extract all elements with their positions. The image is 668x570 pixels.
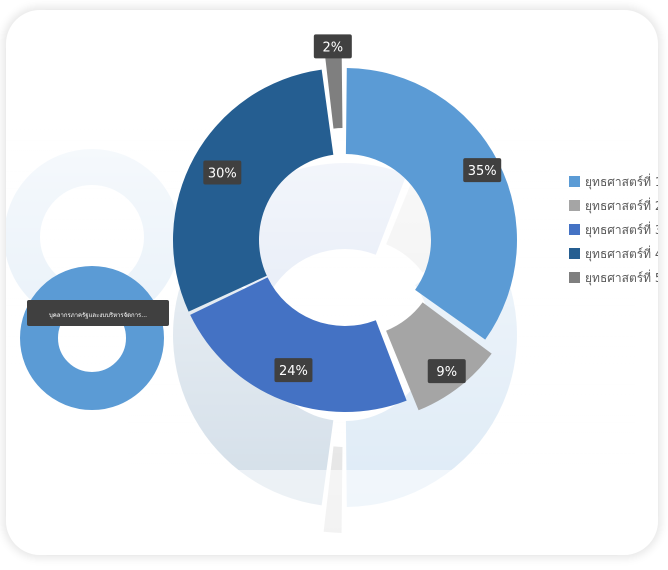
legend-label: ยุทธศาสตร์ที่ 5 xyxy=(585,269,658,286)
data-label-text: 24% xyxy=(279,364,308,379)
data-label-text: 30% xyxy=(208,167,237,182)
tooltip-text: บุคลากรภาครัฐและงบบริหารจัดการ... xyxy=(49,312,147,319)
legend-swatch xyxy=(569,248,580,259)
donut-slice-2[interactable] xyxy=(386,302,492,411)
data-label-box xyxy=(313,34,352,59)
legend-swatch xyxy=(569,176,580,187)
data-label-text: 2% xyxy=(323,40,344,55)
legend-label: ยุทธศาสตร์ที่ 1 xyxy=(585,173,658,190)
legend-label: ยุทธศาสตร์ที่ 3 xyxy=(585,221,658,238)
data-label-text: 35% xyxy=(468,164,497,179)
data-label-text: 9% xyxy=(436,365,457,380)
donut-slice-4[interactable] xyxy=(172,69,334,312)
chart-canvas: 35% 9% 24% 30% 2% ยุทธศาสตร์ที่ 1 ยุทธศาสตร์ที… xyxy=(6,10,658,555)
legend-item-5[interactable]: ยุทธศาสตร์ที่ 5 xyxy=(569,269,658,286)
data-label-4: 30% xyxy=(203,160,242,185)
data-label-5: 2% xyxy=(313,34,352,59)
chart-card: 35% 9% 24% 30% 2% ยุทธศาสตร์ที่ 1 ยุทธศาสตร์ที… xyxy=(6,10,658,555)
legend-item-2[interactable]: ยุทธศาสตร์ที่ 2 xyxy=(569,197,658,214)
data-label-2: 9% xyxy=(427,359,466,384)
tooltip-box xyxy=(27,300,169,326)
legend-label: ยุทธศาสตร์ที่ 2 xyxy=(585,197,658,214)
data-label-box xyxy=(427,359,466,384)
data-label-box xyxy=(274,358,313,383)
legend-item-3[interactable]: ยุทธศาสตร์ที่ 3 xyxy=(569,221,658,238)
legend-swatch xyxy=(569,272,580,283)
mini-donut-tooltip: บุคลากรภาครัฐและงบบริหารจัดการ... xyxy=(27,300,169,326)
legend-item-1[interactable]: ยุทธศาสตร์ที่ 1 xyxy=(569,173,658,190)
data-label-3: 24% xyxy=(274,358,313,383)
donut-slice-5[interactable] xyxy=(323,42,343,129)
legend-swatch xyxy=(569,200,580,211)
legend-label: ยุทธศาสตร์ที่ 4 xyxy=(585,245,658,262)
legend-swatch xyxy=(569,224,580,235)
donut-slice-3[interactable] xyxy=(190,277,407,413)
data-label-box xyxy=(463,158,502,183)
mini-donut-slice[interactable] xyxy=(20,266,164,410)
data-label-1: 35% xyxy=(463,158,502,183)
reflection-mask xyxy=(6,470,658,555)
legend-item-4[interactable]: ยุทธศาสตร์ที่ 4 xyxy=(569,245,658,262)
donut-slice-1[interactable] xyxy=(345,68,518,340)
data-label-box xyxy=(203,160,242,185)
